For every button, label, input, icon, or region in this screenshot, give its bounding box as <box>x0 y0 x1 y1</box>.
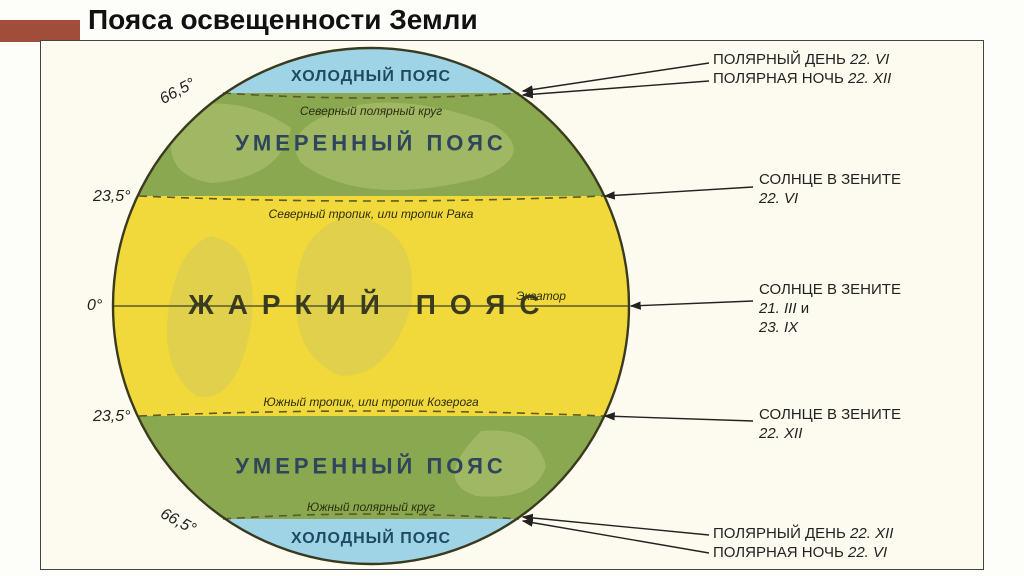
svg-text:ХОЛОДНЫЙ ПОЯС: ХОЛОДНЫЙ ПОЯС <box>291 66 451 85</box>
callout-tropic-n: СОЛНЦЕ В ЗЕНИТЕ 22. VI <box>759 171 901 209</box>
svg-text:УМЕРЕННЫЙ ПОЯС: УМЕРЕННЫЙ ПОЯС <box>235 454 507 479</box>
svg-text:Южный тропик, или тропик Козер: Южный тропик, или тропик Козерога <box>263 395 479 409</box>
txt: ПОЛЯРНЫЙ ДЕНЬ <box>713 51 846 68</box>
page-title: Пояса освещенности Земли <box>88 4 478 36</box>
date: 22. VI <box>759 190 798 207</box>
callout-antarctic: ПОЛЯРНЫЙ ДЕНЬ 22. XII ПОЛЯРНАЯ НОЧЬ 22. … <box>713 525 893 563</box>
diagram-frame: Северный полярный круг Северный тропик, и… <box>40 40 984 570</box>
txt: СОЛНЦЕ В ЗЕНИТЕ <box>759 171 901 188</box>
callout-equator: СОЛНЦЕ В ЗЕНИТЕ 21. III и 23. IX <box>759 281 901 337</box>
date: 22. XII <box>848 70 891 87</box>
svg-text:ХОЛОДНЫЙ ПОЯС: ХОЛОДНЫЙ ПОЯС <box>291 528 451 547</box>
lat-tropic-s: 23,5° <box>93 408 131 426</box>
conj: и <box>801 300 809 317</box>
txt: ПОЛЯРНЫЙ ДЕНЬ <box>713 525 846 542</box>
date: 21. III <box>759 300 797 317</box>
txt: СОЛНЦЕ В ЗЕНИТЕ <box>759 406 901 423</box>
callout-arctic: ПОЛЯРНЫЙ ДЕНЬ 22. VI ПОЛЯРНАЯ НОЧЬ 22. X… <box>713 51 891 89</box>
svg-text:Северный полярный круг: Северный полярный круг <box>300 104 442 118</box>
svg-text:УМЕРЕННЫЙ ПОЯС: УМЕРЕННЫЙ ПОЯС <box>235 131 507 156</box>
lat-equator: 0° <box>87 297 102 315</box>
accent-bar <box>0 20 80 42</box>
txt: СОЛНЦЕ В ЗЕНИТЕ <box>759 281 901 298</box>
svg-text:Северный тропик, или тропик Ра: Северный тропик, или тропик Рака <box>269 207 474 221</box>
title-bar: Пояса освещенности Земли <box>0 0 1024 44</box>
callout-tropic-s: СОЛНЦЕ В ЗЕНИТЕ 22. XII <box>759 406 901 444</box>
date: 22. VI <box>850 51 889 68</box>
lat-tropic-n: 23,5° <box>93 188 131 206</box>
txt: ПОЛЯРНАЯ НОЧЬ <box>713 70 844 87</box>
svg-text:Южный полярный круг: Южный полярный круг <box>307 500 435 514</box>
svg-text:ЖАРКИЙ ПОЯС: ЖАРКИЙ ПОЯС <box>187 288 553 320</box>
date: 22. VI <box>848 544 887 561</box>
date: 23. IX <box>759 319 798 336</box>
txt: ПОЛЯРНАЯ НОЧЬ <box>713 544 844 561</box>
date: 22. XII <box>759 425 802 442</box>
date: 22. XII <box>850 525 893 542</box>
